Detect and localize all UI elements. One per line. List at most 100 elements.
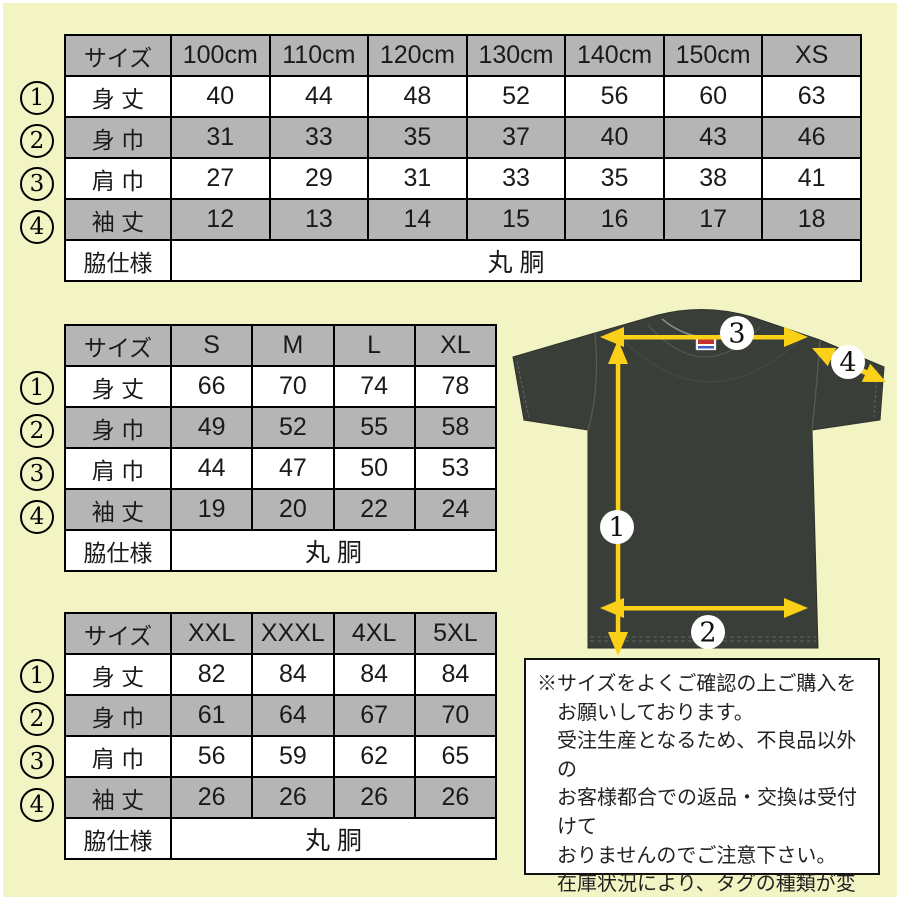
cell: 41 — [761, 157, 862, 200]
notice-line: 受注生産となるため、不良品以外の — [557, 730, 857, 781]
cell: 56 — [169, 735, 254, 778]
cell: 38 — [662, 157, 764, 200]
cell: 40 — [170, 75, 271, 118]
row-label: 身 丈 — [64, 75, 172, 118]
cell: 49 — [169, 406, 254, 449]
cell: 84 — [413, 653, 498, 696]
cell: 43 — [662, 116, 764, 159]
cell: 14 — [367, 198, 468, 241]
cell: 31 — [367, 157, 468, 200]
column-header: M — [251, 324, 335, 367]
row-label: 身 丈 — [64, 653, 172, 696]
column-header: XS — [761, 34, 862, 77]
cell: 84 — [332, 653, 416, 696]
cell: 61 — [169, 694, 254, 737]
column-header: 100cm — [170, 34, 271, 77]
row-label: 脇仕様 — [64, 529, 172, 572]
cell: 59 — [251, 735, 335, 778]
notice-line: 在庫状況により、タグの種類が変更に — [557, 873, 856, 896]
size-table-adult: サイズ S M L XL 身 丈 66 70 74 78 身 巾 49 52 5… — [64, 324, 498, 572]
column-header: 150cm — [662, 34, 764, 77]
row-label: 肩 巾 — [64, 447, 172, 490]
cell: 64 — [251, 694, 335, 737]
cell: 44 — [169, 447, 254, 490]
cell: 17 — [662, 198, 764, 241]
cell: 15 — [465, 198, 567, 241]
notice-line: お客様都合での返品・交換は受付けて — [557, 787, 857, 838]
cell: 31 — [170, 116, 271, 159]
svg-text:2: 2 — [699, 618, 716, 649]
notice-line: ※サイズをよくご確認の上ご購入を — [537, 673, 857, 695]
cell: 35 — [564, 157, 665, 200]
column-header: 5XL — [413, 612, 498, 655]
svg-text:1: 1 — [608, 513, 625, 544]
column-header: 4XL — [332, 612, 416, 655]
column-header: 120cm — [367, 34, 468, 77]
tshirt-measure-diagram: 3 4 1 2 — [512, 309, 886, 656]
cell: 24 — [413, 488, 498, 531]
cell: 58 — [413, 406, 498, 449]
measure-marker-4: 4 — [20, 788, 54, 822]
arrow-body-length — [608, 340, 628, 656]
column-header: XL — [413, 324, 498, 367]
cell: 74 — [332, 365, 416, 408]
cell: 70 — [413, 694, 498, 737]
svg-text:3: 3 — [728, 319, 745, 350]
cell: 46 — [761, 116, 862, 159]
row-label: 身 丈 — [64, 365, 172, 408]
row-label: 身 巾 — [64, 406, 172, 449]
column-header: XXL — [169, 612, 254, 655]
cell: 40 — [564, 116, 665, 159]
cell: 62 — [332, 735, 416, 778]
cell: 70 — [251, 365, 335, 408]
cell: 22 — [332, 488, 416, 531]
cell: 56 — [564, 75, 665, 118]
cell: 47 — [251, 447, 335, 490]
measure-marker-1: 1 — [20, 371, 54, 405]
cell: 37 — [465, 116, 567, 159]
cell: 13 — [268, 198, 370, 241]
cell: 66 — [169, 365, 254, 408]
size-table-big: サイズ XXL XXXL 4XL 5XL 身 丈 82 84 84 84 身 巾… — [64, 612, 498, 860]
row-label: 袖 丈 — [64, 776, 172, 819]
cell: 44 — [268, 75, 370, 118]
footer-value: 丸 胴 — [170, 817, 497, 860]
cell: 26 — [413, 776, 498, 819]
footer-value: 丸 胴 — [170, 239, 862, 282]
measure-marker-3: 3 — [20, 167, 54, 201]
row-label: 袖 丈 — [64, 198, 172, 241]
arrow-body-width — [600, 598, 808, 618]
sleeve-seam-left — [587, 332, 598, 431]
row-label: 肩 巾 — [64, 157, 172, 200]
header-size-label: サイズ — [64, 324, 172, 367]
column-header: 140cm — [564, 34, 665, 77]
tshirt-shape — [512, 309, 885, 649]
column-header: S — [169, 324, 254, 367]
cell: 12 — [170, 198, 271, 241]
cell: 50 — [332, 447, 416, 490]
cell: 52 — [465, 75, 567, 118]
cell: 26 — [169, 776, 254, 819]
cell: 20 — [251, 488, 335, 531]
notice-line: お願いしております。 — [557, 701, 754, 724]
measure-marker-3: 3 — [20, 745, 54, 779]
cell: 26 — [251, 776, 335, 819]
column-header: 110cm — [268, 34, 370, 77]
purchase-notice: ※サイズをよくご確認の上ご購入を お願いしております。 受注生産となるため、不良… — [524, 658, 880, 895]
cell: 60 — [662, 75, 764, 118]
cell: 53 — [413, 447, 498, 490]
header-size-label: サイズ — [64, 34, 172, 77]
chest-fold-line — [617, 334, 799, 383]
cell: 29 — [268, 157, 370, 200]
measure-marker-2: 2 — [20, 702, 54, 736]
cell: 82 — [169, 653, 254, 696]
cell: 33 — [465, 157, 567, 200]
column-header: L — [332, 324, 416, 367]
diagram-marker-3: 3 — [720, 316, 754, 350]
row-label: 脇仕様 — [64, 239, 172, 282]
footer-value: 丸 胴 — [170, 529, 497, 572]
notice-line: おりませんのでご注意下さい。 — [557, 844, 837, 867]
cell: 48 — [367, 75, 468, 118]
cell: 33 — [268, 116, 370, 159]
